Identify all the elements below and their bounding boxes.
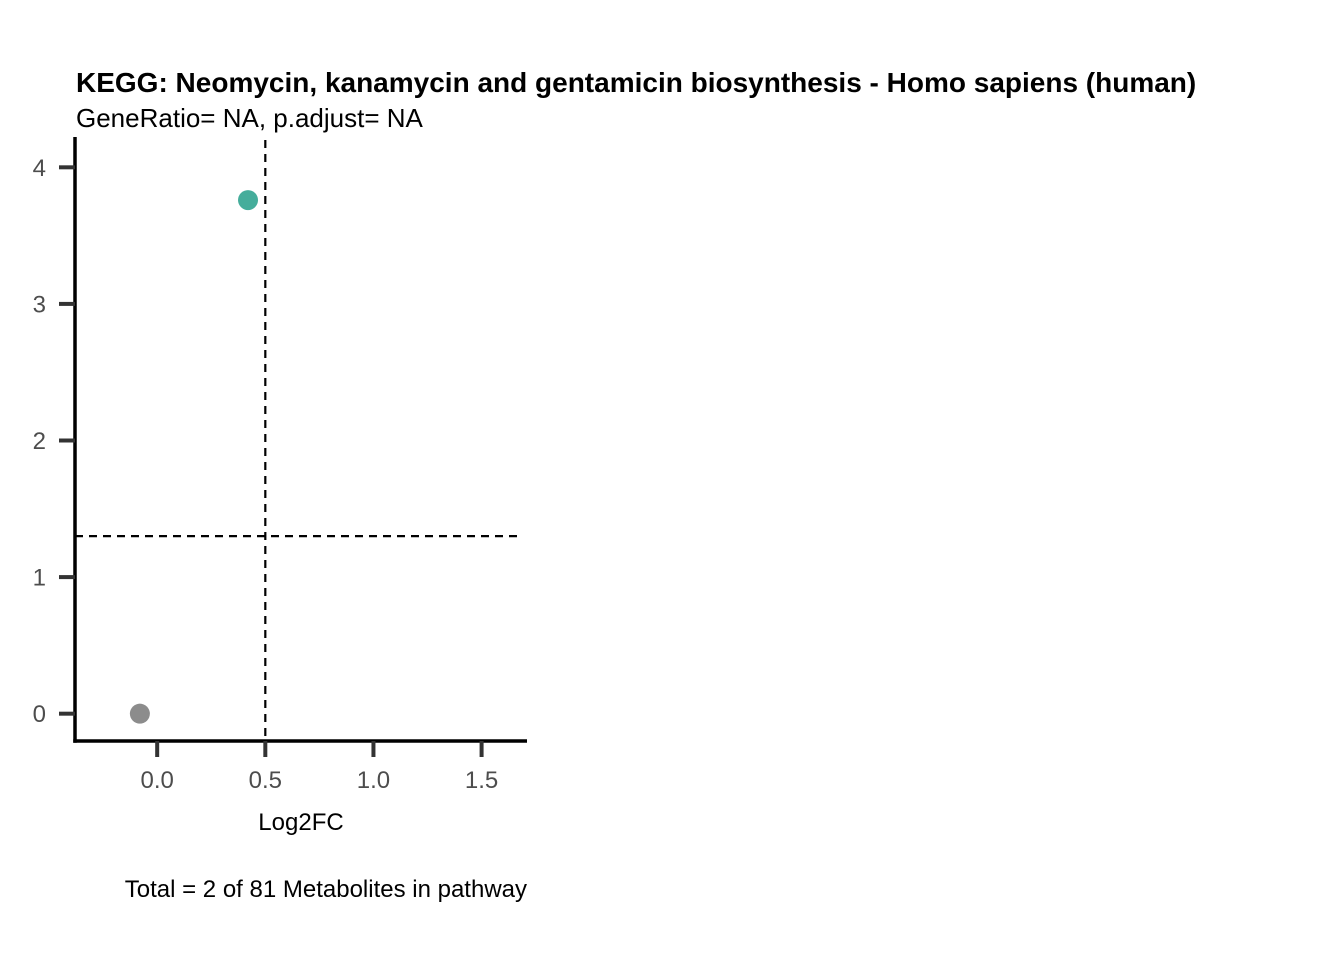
y-axis-ticks: 0 1 2 3 4 [33, 155, 75, 728]
data-point-2 [238, 190, 259, 211]
chart-caption: Total = 2 of 81 Metabolites in pathway [125, 876, 527, 903]
x-axis-ticks: 0.0 0.5 1.0 1.5 [140, 741, 498, 794]
y-tick-label: 3 [33, 291, 46, 318]
data-points [129, 190, 259, 724]
y-tick-label: 2 [33, 428, 46, 455]
reference-lines [75, 140, 520, 741]
chart-title: KEGG: Neomycin, kanamycin and gentamicin… [76, 67, 1196, 98]
chart-subtitle: GeneRatio= NA, p.adjust= NA [76, 103, 424, 133]
x-tick-label: 0.0 [140, 767, 173, 794]
x-tick-label: 1.5 [465, 767, 498, 794]
y-tick-label: 1 [33, 565, 46, 592]
x-tick-label: 1.0 [357, 767, 390, 794]
x-axis-title: Log2FC [258, 809, 343, 836]
y-tick-label: 4 [33, 155, 46, 182]
x-tick-label: 0.5 [249, 767, 282, 794]
data-point-1 [129, 703, 150, 724]
y-tick-label: 0 [33, 701, 46, 728]
